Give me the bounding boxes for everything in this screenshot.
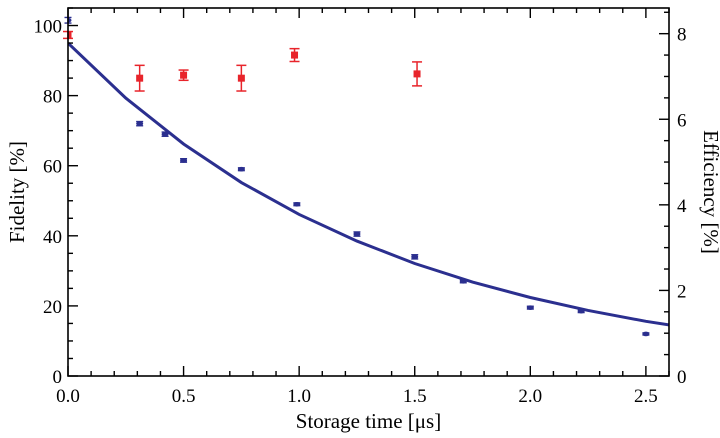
fidelity-point [642,331,650,337]
y-axis-title: Fidelity [%] [5,141,29,243]
x-tick-label: 0.0 [56,386,80,407]
efficiency-point [413,70,421,78]
y-tick-label: 100 [34,17,63,38]
y2-axis-title: Efficiency [%] [699,130,720,254]
y-tick-label: 80 [43,87,62,108]
fidelity-point [136,121,144,126]
fidelity-point [577,308,585,314]
ticks: 0.0 0.5 1.0 1.5 2.0 2.5 0 20 40 60 80 100 0 2 4 6 8 [34,7,687,407]
y-tick-label: 60 [43,157,62,178]
x-axis-title: Storage time [μs] [296,409,441,433]
efficiency-point [237,74,245,82]
fidelity-point [180,158,188,163]
fidelity-point [526,305,534,310]
fidelity-point [411,254,419,260]
fidelity-point [68,17,72,23]
fidelity-point [237,166,245,172]
y-tick-label: 0 [53,367,63,388]
x-tick-label: 0.5 [172,386,196,407]
y2-tick-label: 8 [677,25,687,46]
x-tick-label: 2.5 [634,386,658,407]
efficiency-point [291,51,299,59]
y2-tick-label: 6 [677,110,687,131]
y2-tick-label: 2 [677,281,687,302]
plot-marks [63,16,669,337]
fidelity-point [353,231,361,237]
efficiency-point [180,71,188,79]
y-tick-label: 40 [43,227,62,248]
x-tick-label: 1.0 [287,386,311,407]
x-tick-label: 1.5 [403,386,427,407]
efficiency-point [68,31,72,39]
fidelity-point [161,131,169,137]
fidelity-point [293,201,301,207]
fidelity-point [459,279,467,284]
plot-frame [67,7,670,377]
y2-tick-label: 0 [677,367,687,388]
y-tick-label: 20 [43,297,62,318]
y2-tick-label: 4 [677,196,687,217]
efficiency-point [136,74,144,82]
fit-curve [68,41,669,327]
x-tick-label: 2.0 [518,386,542,407]
